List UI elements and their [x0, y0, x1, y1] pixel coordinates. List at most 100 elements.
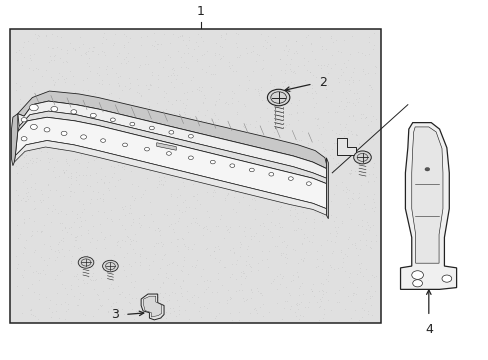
Point — [22, 198, 30, 204]
Point — [127, 296, 135, 301]
Point — [298, 257, 306, 263]
Point — [102, 64, 110, 69]
Point — [318, 176, 326, 182]
Point — [131, 278, 139, 284]
Point — [325, 262, 333, 268]
Point — [157, 315, 165, 321]
Point — [364, 39, 372, 45]
Point — [109, 285, 117, 291]
Point — [300, 231, 307, 237]
Point — [181, 307, 189, 313]
Point — [334, 131, 342, 136]
Point — [293, 110, 301, 116]
Point — [62, 167, 70, 173]
Point — [153, 46, 161, 52]
Point — [114, 107, 122, 113]
Point — [184, 37, 192, 43]
Polygon shape — [326, 158, 328, 219]
Point — [206, 71, 214, 76]
Point — [89, 112, 97, 118]
Point — [45, 59, 53, 64]
Point — [286, 56, 294, 62]
Point — [183, 45, 191, 51]
Point — [128, 306, 136, 312]
Point — [67, 181, 75, 187]
Point — [200, 279, 208, 284]
Point — [223, 297, 231, 303]
Point — [48, 309, 56, 315]
Point — [291, 38, 299, 44]
Point — [35, 146, 43, 152]
Point — [223, 193, 230, 198]
Point — [199, 156, 206, 161]
Point — [104, 308, 112, 314]
Point — [189, 301, 197, 306]
Point — [166, 191, 174, 197]
Point — [300, 55, 307, 61]
Point — [258, 66, 265, 72]
Point — [143, 124, 151, 130]
Point — [78, 271, 86, 277]
Point — [148, 120, 156, 126]
Point — [143, 175, 151, 181]
Point — [160, 174, 168, 180]
Point — [192, 39, 200, 45]
Point — [37, 228, 45, 234]
Point — [159, 241, 166, 247]
Point — [295, 283, 303, 289]
Point — [80, 280, 87, 286]
Point — [114, 177, 122, 183]
Point — [33, 36, 41, 41]
Point — [281, 261, 289, 266]
Point — [233, 98, 241, 104]
Point — [66, 40, 74, 46]
Point — [202, 69, 209, 75]
Point — [14, 261, 22, 267]
Point — [124, 292, 132, 297]
Point — [232, 111, 240, 117]
Point — [55, 239, 62, 245]
Circle shape — [110, 118, 115, 122]
Point — [20, 220, 28, 226]
Point — [280, 238, 287, 244]
Point — [270, 190, 278, 196]
Point — [274, 100, 282, 105]
Point — [328, 167, 336, 173]
Point — [280, 79, 287, 85]
Point — [93, 237, 101, 243]
Point — [88, 144, 96, 149]
Point — [41, 130, 49, 135]
Point — [66, 120, 74, 126]
Point — [359, 111, 366, 117]
Point — [19, 163, 27, 168]
Point — [364, 288, 372, 294]
Point — [197, 88, 204, 94]
Point — [133, 76, 141, 82]
Point — [183, 130, 190, 136]
Point — [253, 310, 261, 315]
Point — [146, 144, 154, 150]
Point — [155, 297, 163, 303]
Point — [300, 304, 308, 310]
Point — [198, 132, 205, 138]
Point — [286, 204, 294, 210]
Point — [213, 244, 221, 249]
Point — [167, 72, 175, 77]
Point — [137, 194, 144, 200]
Point — [307, 41, 315, 47]
Point — [19, 274, 27, 280]
Point — [223, 126, 230, 132]
Point — [221, 99, 229, 105]
Point — [234, 199, 242, 205]
Point — [224, 174, 232, 180]
Point — [132, 144, 140, 149]
Point — [127, 210, 135, 216]
Point — [55, 144, 62, 149]
Point — [212, 153, 220, 159]
Point — [125, 80, 133, 86]
Point — [265, 42, 273, 48]
Point — [326, 198, 334, 204]
Point — [282, 284, 289, 290]
Point — [15, 153, 23, 159]
Point — [12, 87, 20, 93]
